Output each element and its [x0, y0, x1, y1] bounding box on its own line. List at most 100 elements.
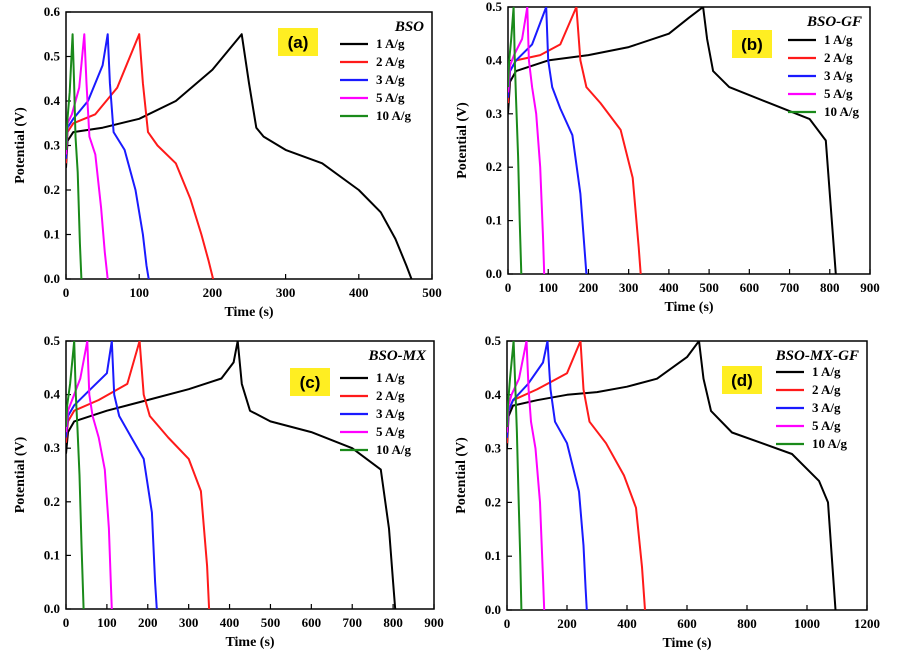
panel-label: (a) — [288, 33, 309, 52]
y-tick-label: 0.1 — [44, 227, 60, 242]
legend-label: 3 A/g — [376, 72, 405, 87]
y-axis-label: Potential (V) — [13, 107, 28, 184]
chart-panel-d: 0 200 400 600 800 1000 1200 0.0 0.1 0.2 0.3 0.4 0.5 T… — [454, 333, 880, 651]
y-tick-label: 0.6 — [44, 4, 61, 19]
y-tick-label: 0.5 — [485, 333, 502, 348]
x-tick-label: 600 — [740, 280, 760, 295]
legend-label: 2 A/g — [824, 50, 853, 65]
y-tick-label: 0.4 — [486, 52, 503, 67]
x-tick-label: 100 — [97, 615, 117, 630]
x-tick-label: 800 — [383, 615, 403, 630]
legend-label: 3 A/g — [824, 68, 853, 83]
x-tick-label: 0 — [63, 615, 70, 630]
x-tick-label: 600 — [302, 615, 322, 630]
y-axis-label: Potential (V) — [13, 436, 28, 513]
series-line-2ag — [66, 33, 215, 279]
y-tick-label: 0.0 — [485, 602, 501, 617]
x-tick-label: 400 — [659, 280, 679, 295]
legend-label: 3 A/g — [376, 406, 405, 421]
x-tick-label: 800 — [820, 280, 840, 295]
series-line-10ag — [507, 341, 523, 610]
y-tick-label: 0.1 — [486, 213, 502, 228]
series-line-10ag — [66, 341, 85, 609]
y-tick-label: 0.1 — [44, 547, 60, 562]
legend-label: 10 A/g — [376, 108, 412, 123]
x-tick-label: 300 — [619, 280, 639, 295]
x-tick-label: 700 — [780, 280, 800, 295]
series-line-1ag — [66, 341, 397, 609]
y-tick-label: 0.4 — [44, 93, 61, 108]
series-line-2ag — [66, 341, 211, 609]
y-tick-label: 0.3 — [485, 441, 502, 456]
legend-label: 5 A/g — [824, 86, 853, 101]
y-tick-label: 0.4 — [485, 387, 502, 402]
panel-label: (c) — [300, 373, 321, 392]
legend-label: 10 A/g — [376, 442, 412, 457]
x-tick-label: 100 — [538, 280, 558, 295]
series-line-1ag — [508, 7, 837, 274]
y-tick-label: 0.5 — [44, 333, 61, 348]
series-line-3ag — [507, 341, 588, 610]
plot-frame — [507, 6, 871, 275]
series-line-3ag — [66, 341, 158, 609]
legend-label: 1 A/g — [812, 364, 841, 379]
series-line-1ag — [507, 341, 837, 610]
x-tick-label: 400 — [617, 616, 637, 631]
y-tick-label: 0.2 — [44, 494, 60, 509]
x-tick-label: 1200 — [854, 616, 880, 631]
x-tick-label: 200 — [138, 615, 158, 630]
x-tick-label: 200 — [203, 285, 223, 300]
panel-title: BSO-MX-GF — [775, 348, 859, 364]
y-tick-label: 0.2 — [486, 159, 502, 174]
series-line-10ag — [508, 7, 523, 274]
panel-label: (d) — [731, 371, 753, 390]
legend-label: 2 A/g — [376, 54, 405, 69]
chart-panel-b: 0 100 200 300 400 500 600 700 800 900 0.0 0.1 0.2 0.3… — [455, 0, 880, 315]
x-axis-label: Time (s) — [225, 635, 274, 650]
y-tick-label: 0.5 — [44, 49, 61, 64]
x-tick-label: 200 — [557, 616, 577, 631]
x-tick-label: 900 — [860, 280, 880, 295]
plot-frame — [65, 340, 435, 610]
y-tick-label: 0.3 — [486, 106, 503, 121]
chart-panel-a: 0 100 200 300 400 500 0.0 0.1 0.2 0.3 0.4 0.5 0.6 Tim… — [13, 4, 442, 320]
legend-label: 1 A/g — [376, 36, 405, 51]
panel-label-box — [722, 366, 762, 394]
series-line-10ag — [66, 33, 83, 279]
x-tick-label: 700 — [342, 615, 362, 630]
legend-label: 1 A/g — [824, 32, 853, 47]
panel-title: BSO — [394, 19, 424, 35]
chart-panel-c: 0 100 200 300 400 500 600 700 800 900 0.0 0.1 0.2 0.3… — [13, 333, 444, 650]
legend-label: 3 A/g — [812, 400, 841, 415]
series-line-5ag — [66, 341, 113, 609]
x-tick-label: 600 — [677, 616, 697, 631]
y-tick-label: 0.5 — [486, 0, 503, 14]
legend-label: 10 A/g — [812, 436, 848, 451]
y-tick-label: 0.2 — [44, 182, 60, 197]
panel-label-box — [290, 368, 330, 396]
legend-label: 2 A/g — [376, 388, 405, 403]
x-tick-label: 300 — [276, 285, 296, 300]
y-tick-label: 0.4 — [44, 387, 61, 402]
panel-label-box — [278, 28, 318, 56]
y-axis-label: Potential (V) — [454, 437, 469, 514]
y-tick-label: 0.3 — [44, 440, 61, 455]
panel-title: BSO-GF — [806, 14, 862, 30]
legend-label: 1 A/g — [376, 370, 405, 385]
y-axis-label: Potential (V) — [455, 102, 470, 179]
panel-title: BSO-MX — [367, 348, 427, 364]
series-line-5ag — [507, 341, 546, 610]
x-tick-label: 400 — [220, 615, 240, 630]
y-tick-label: 0.0 — [44, 271, 60, 286]
x-tick-label: 500 — [261, 615, 281, 630]
x-axis-label: Time (s) — [662, 636, 711, 651]
y-tick-label: 0.2 — [485, 494, 501, 509]
x-axis-label: Time (s) — [224, 305, 273, 320]
legend-label: 2 A/g — [812, 382, 841, 397]
x-tick-label: 0 — [504, 616, 511, 631]
x-tick-label: 0 — [505, 280, 512, 295]
y-tick-label: 0.0 — [486, 266, 502, 281]
x-tick-label: 200 — [579, 280, 599, 295]
x-tick-label: 0 — [63, 285, 70, 300]
series-line-3ag — [66, 33, 150, 279]
